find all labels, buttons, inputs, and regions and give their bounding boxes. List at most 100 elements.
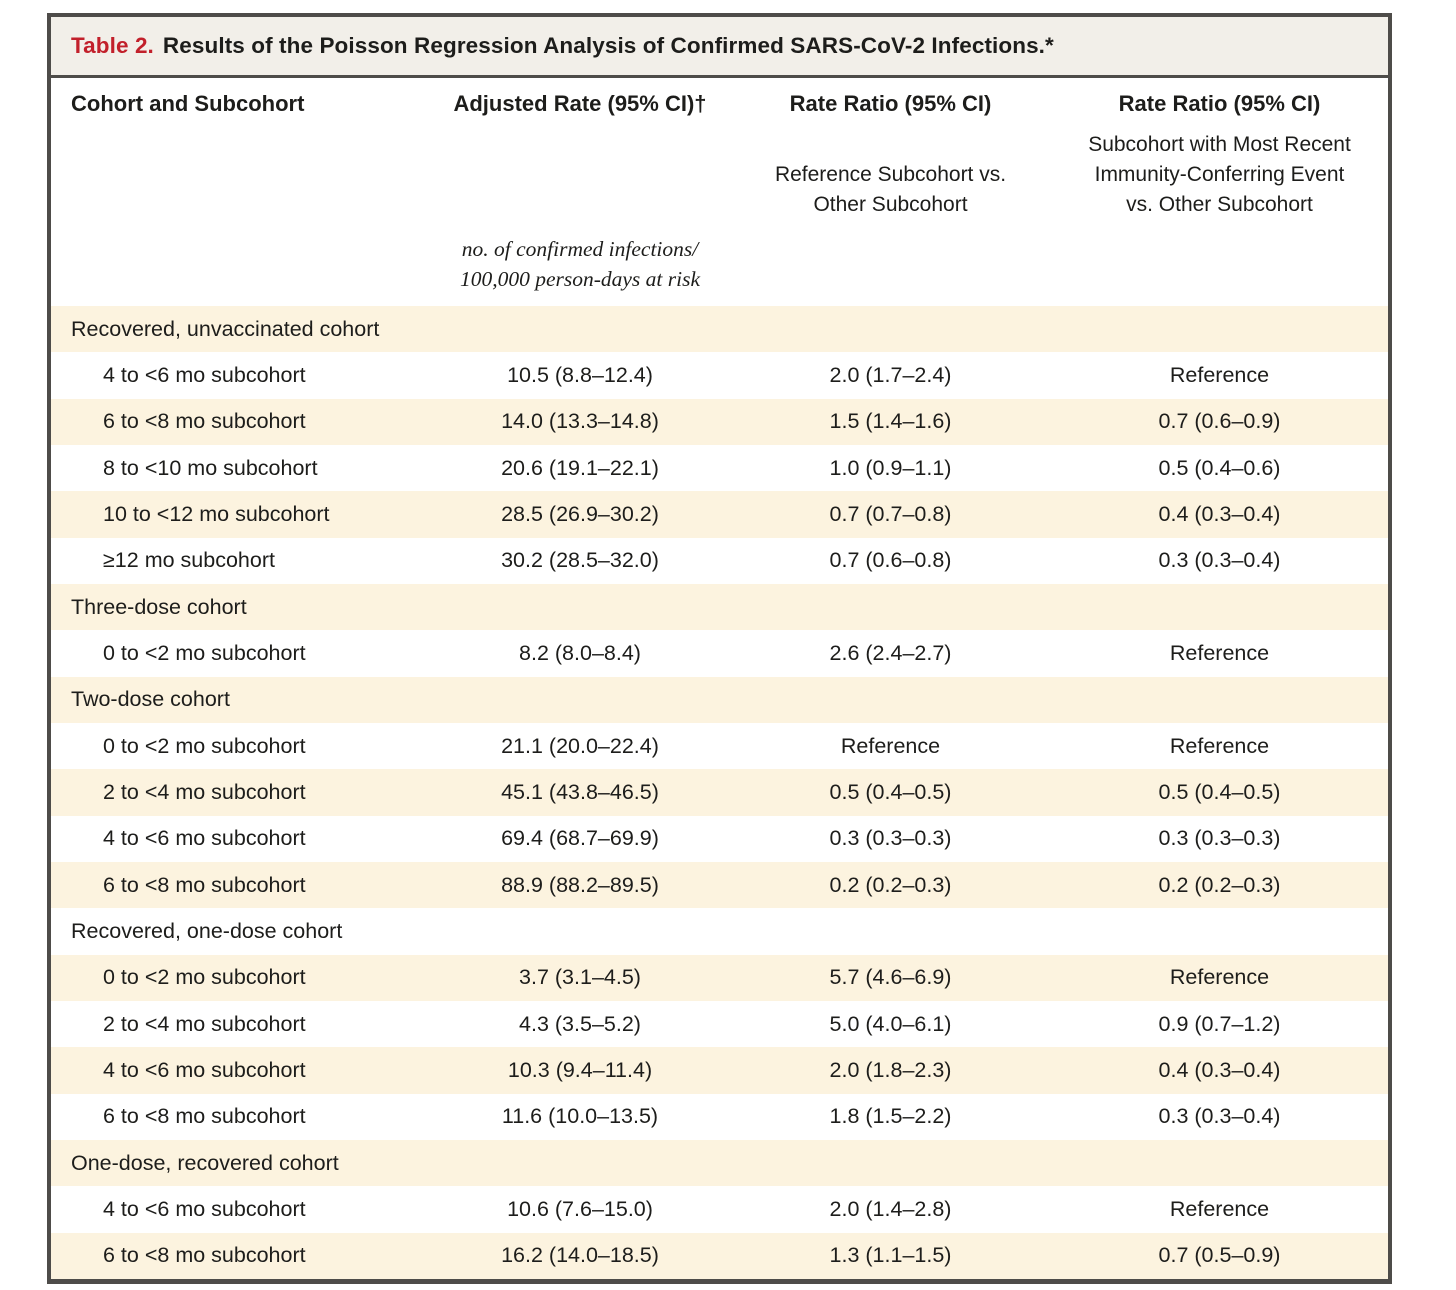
cohort-label: Two-dose cohort	[71, 687, 230, 712]
adjusted-rate-value: 21.1 (20.0–22.4)	[501, 733, 659, 758]
table-body: Recovered, unvaccinated cohort 4 to <6 m…	[51, 306, 1388, 1279]
rate-ratio-recent-value: 0.3 (0.3–0.3)	[1158, 826, 1281, 851]
cohort-label: Recovered, one-dose cohort	[71, 918, 343, 943]
cohort-label: 10 to <12 mo subcohort	[103, 501, 330, 526]
subheader-line: Subcohort with Most Recent	[1088, 133, 1351, 156]
cohort-label: 6 to <8 mo subcohort	[103, 1104, 306, 1129]
cohort-label: 8 to <10 mo subcohort	[103, 455, 318, 480]
rate-ratio-reference-value: 0.7 (0.6–0.8)	[829, 548, 952, 573]
rate-ratio-recent-value: 0.3 (0.3–0.4)	[1158, 1104, 1281, 1129]
rate-ratio-reference-value: Reference	[840, 733, 941, 758]
column-subheader-row: Reference Subcohort vs. Other Subcohort …	[51, 122, 1388, 222]
column-header-adjusted-rate: Adjusted Rate (95% CI)†	[453, 91, 707, 116]
adjusted-rate-value: 10.5 (8.8–12.4)	[507, 362, 653, 387]
rate-ratio-recent-value: 0.7 (0.5–0.9)	[1158, 1243, 1281, 1268]
cohort-label: 6 to <8 mo subcohort	[103, 1243, 306, 1268]
cohort-label: 0 to <2 mo subcohort	[103, 965, 306, 990]
adjusted-rate-value: 8.2 (8.0–8.4)	[519, 640, 641, 665]
adjusted-rate-value: 11.6 (10.0–13.5)	[501, 1104, 659, 1129]
adjusted-rate-value: 10.6 (7.6–15.0)	[507, 1196, 653, 1221]
section-row: Two-dose cohort	[51, 676, 1388, 723]
rate-ratio-reference-value: 1.8 (1.5–2.2)	[829, 1104, 952, 1129]
adjusted-rate-value: 14.0 (13.3–14.8)	[501, 409, 659, 434]
rate-ratio-reference-value: 0.5 (0.4–0.5)	[829, 779, 952, 804]
rate-ratio-recent-value: 0.5 (0.4–0.6)	[1158, 455, 1281, 480]
table-title-text: Results of the Poisson Regression Analys…	[162, 33, 1054, 58]
table-row: 6 to <8 mo subcohort 88.9 (88.2–89.5) 0.…	[51, 861, 1388, 909]
rate-ratio-reference-value: 1.3 (1.1–1.5)	[829, 1243, 952, 1268]
column-header-rate-ratio-2: Rate Ratio (95% CI)	[1118, 91, 1321, 116]
adjusted-rate-value: 28.5 (26.9–30.2)	[501, 501, 659, 526]
rate-ratio-recent-value: 0.4 (0.3–0.4)	[1158, 501, 1281, 526]
adjusted-rate-value: 10.3 (9.4–11.4)	[507, 1057, 653, 1082]
subheader-line: vs. Other Subcohort	[1126, 193, 1313, 216]
rate-ratio-recent-value: 0.4 (0.3–0.4)	[1158, 1057, 1281, 1082]
rate-ratio-reference-value: 0.3 (0.3–0.3)	[829, 826, 952, 851]
units-row: no. of confirmed infections/ 100,000 per…	[51, 222, 1388, 306]
column-header-rate-ratio-1: Rate Ratio (95% CI)	[789, 91, 992, 116]
adjusted-rate-units-note: no. of confirmed infections/ 100,000 per…	[430, 234, 730, 306]
table-row: 2 to <4 mo subcohort 4.3 (3.5–5.2) 5.0 (…	[51, 1001, 1388, 1047]
cohort-label: Three-dose cohort	[71, 594, 247, 619]
table-row: 4 to <6 mo subcohort 69.4 (68.7–69.9) 0.…	[51, 816, 1388, 862]
column-header-row: Cohort and Subcohort Adjusted Rate (95% …	[51, 78, 1388, 122]
table-row: 0 to <2 mo subcohort 8.2 (8.0–8.4) 2.6 (…	[51, 630, 1388, 676]
rate-ratio-reference-value: 1.0 (0.9–1.1)	[829, 455, 952, 480]
cohort-label: 4 to <6 mo subcohort	[103, 362, 306, 387]
rate-ratio-recent-value: Reference	[1169, 362, 1270, 387]
rate-ratio-reference-value: 2.0 (1.4–2.8)	[829, 1196, 952, 1221]
adjusted-rate-value: 69.4 (68.7–69.9)	[501, 826, 659, 851]
cohort-label: 6 to <8 mo subcohort	[103, 409, 306, 434]
cohort-label: 0 to <2 mo subcohort	[103, 640, 306, 665]
rate-ratio-recent-value: 0.3 (0.3–0.4)	[1158, 548, 1281, 573]
cohort-label: Recovered, unvaccinated cohort	[71, 316, 380, 341]
cohort-label: 4 to <6 mo subcohort	[103, 1196, 306, 1221]
subheader-most-recent-event: Subcohort with Most Recent Immunity-Conf…	[1051, 130, 1388, 220]
rate-ratio-reference-value: 2.6 (2.4–2.7)	[829, 640, 952, 665]
adjusted-rate-value: 16.2 (14.0–18.5)	[501, 1243, 659, 1268]
cohort-label: 2 to <4 mo subcohort	[103, 1011, 306, 1036]
table-header: Cohort and Subcohort Adjusted Rate (95% …	[51, 78, 1388, 306]
adjusted-rate-value: 30.2 (28.5–32.0)	[501, 548, 659, 573]
adjusted-rate-value: 3.7 (3.1–4.5)	[519, 965, 641, 990]
cohort-label: 2 to <4 mo subcohort	[103, 779, 306, 804]
subheader-line: Other Subcohort	[813, 193, 968, 216]
table-row: 6 to <8 mo subcohort 14.0 (13.3–14.8) 1.…	[51, 398, 1388, 445]
rate-ratio-recent-value: Reference	[1169, 965, 1270, 990]
table-row: 6 to <8 mo subcohort 16.2 (14.0–18.5) 1.…	[51, 1232, 1388, 1279]
subheader-reference-subcohort: Reference Subcohort vs. Other Subcohort	[730, 160, 1051, 220]
units-line: no. of confirmed infections/	[461, 237, 699, 261]
rate-ratio-reference-value: 0.2 (0.2–0.3)	[829, 872, 952, 897]
table-row: 0 to <2 mo subcohort 21.1 (20.0–22.4) Re…	[51, 723, 1388, 769]
cohort-label: One-dose, recovered cohort	[71, 1150, 339, 1175]
cohort-label: 0 to <2 mo subcohort	[103, 733, 306, 758]
table-row: 8 to <10 mo subcohort 20.6 (19.1–22.1) 1…	[51, 445, 1388, 491]
table-row: 2 to <4 mo subcohort 45.1 (43.8–46.5) 0.…	[51, 769, 1388, 816]
section-row: Recovered, one-dose cohort	[51, 908, 1388, 954]
section-row: Recovered, unvaccinated cohort	[51, 306, 1388, 353]
subheader-line: Reference Subcohort vs.	[774, 163, 1007, 186]
rate-ratio-reference-value: 5.0 (4.0–6.1)	[829, 1011, 952, 1036]
units-line: 100,000 person-days at risk	[459, 267, 701, 291]
section-row: Three-dose cohort	[51, 583, 1388, 631]
rate-ratio-reference-value: 5.7 (4.6–6.9)	[829, 965, 952, 990]
rate-ratio-recent-value: 0.2 (0.2–0.3)	[1158, 872, 1281, 897]
table-row: 4 to <6 mo subcohort 10.5 (8.8–12.4) 2.0…	[51, 352, 1388, 398]
adjusted-rate-value: 88.9 (88.2–89.5)	[501, 872, 659, 897]
table-row: ≥12 mo subcohort 30.2 (28.5–32.0) 0.7 (0…	[51, 538, 1388, 584]
subheader-line: Immunity-Conferring Event	[1094, 163, 1345, 186]
column-header-cohort: Cohort and Subcohort	[71, 91, 305, 116]
rate-ratio-recent-value: 0.9 (0.7–1.2)	[1158, 1011, 1281, 1036]
rate-ratio-reference-value: 2.0 (1.8–2.3)	[829, 1057, 952, 1082]
cohort-label: 4 to <6 mo subcohort	[103, 826, 306, 851]
table-row: 10 to <12 mo subcohort 28.5 (26.9–30.2) …	[51, 491, 1388, 538]
rate-ratio-recent-value: 0.7 (0.6–0.9)	[1158, 409, 1281, 434]
rate-ratio-reference-value: 2.0 (1.7–2.4)	[829, 362, 952, 387]
cohort-label: 4 to <6 mo subcohort	[103, 1057, 306, 1082]
table-row: 4 to <6 mo subcohort 10.3 (9.4–11.4) 2.0…	[51, 1047, 1388, 1094]
adjusted-rate-value: 45.1 (43.8–46.5)	[501, 779, 659, 804]
rate-ratio-recent-value: Reference	[1169, 733, 1270, 758]
rate-ratio-recent-value: 0.5 (0.4–0.5)	[1158, 779, 1281, 804]
rate-ratio-recent-value: Reference	[1169, 1196, 1270, 1221]
table-row: 4 to <6 mo subcohort 10.6 (7.6–15.0) 2.0…	[51, 1186, 1388, 1232]
